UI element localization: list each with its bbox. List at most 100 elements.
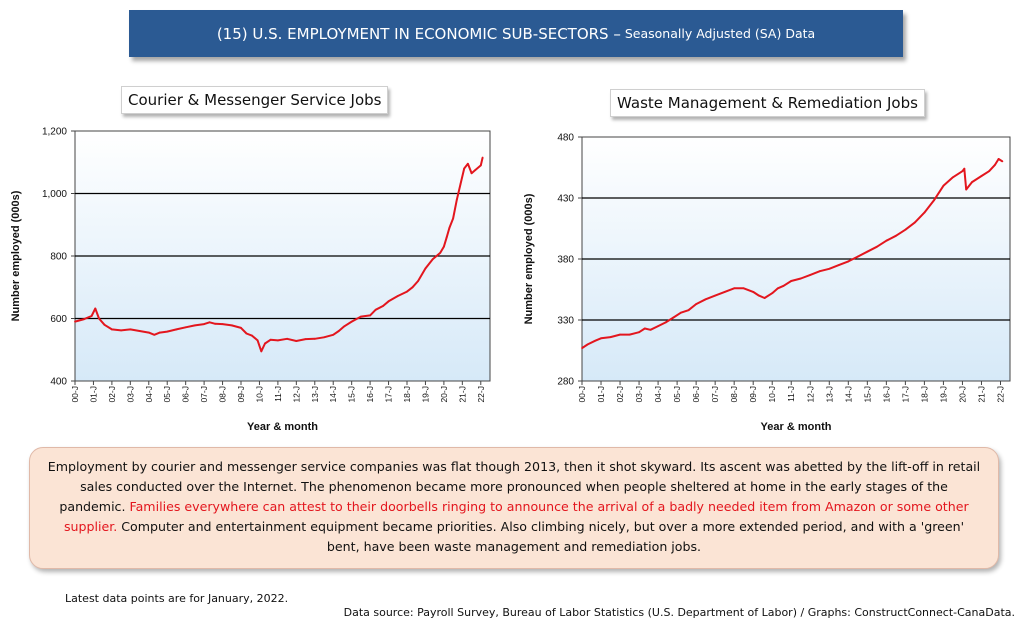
x-tick-label: 22-J: [476, 386, 486, 403]
data-point: [313, 337, 316, 340]
y-tick-label: 1,200: [42, 127, 67, 138]
data-point: [742, 287, 745, 290]
data-point: [752, 291, 755, 293]
x-tick-label: 15-J: [862, 386, 872, 403]
x-tick-label: 21-J: [457, 386, 467, 403]
x-tick-label: 19-J: [420, 386, 430, 403]
y-tick-label: 430: [557, 194, 574, 205]
x-axis-label: Year & month: [761, 421, 832, 433]
x-tick-label: 07-J: [199, 386, 209, 403]
data-point: [276, 339, 279, 342]
x-tick-label: 20-J: [957, 386, 967, 403]
x-tick-label: 04-J: [144, 386, 154, 403]
data-point: [221, 323, 224, 326]
data-point: [208, 321, 211, 324]
note-text-b: Computer and entertainment equipment bec…: [117, 519, 965, 554]
data-point: [374, 308, 377, 311]
data-point: [963, 167, 966, 170]
waste-chart: 280 330 380 430 480 00-J 01-J 02-J 03-J 04-J 05-J 0…: [523, 133, 1011, 433]
y-axis-label: Number employed (000s): [10, 190, 22, 321]
x-tick-label: 03-J: [634, 386, 644, 403]
title-banner: (15) U.S. EMPLOYMENT IN ECONOMIC SUB-SEC…: [129, 10, 903, 57]
x-tick-label: 06-J: [691, 386, 701, 403]
data-point: [988, 170, 990, 173]
x-tick-label: 05-J: [162, 386, 172, 403]
data-point: [448, 226, 451, 229]
data-point: [295, 340, 298, 342]
data-point: [799, 277, 802, 280]
data-point: [260, 350, 263, 353]
data-point: [714, 294, 717, 297]
data-point: [455, 198, 458, 201]
y-tick-label: 380: [557, 255, 574, 266]
data-point: [971, 181, 973, 184]
data-point: [417, 280, 419, 282]
data-point: [203, 323, 206, 326]
data-point: [110, 328, 113, 331]
data-point: [758, 294, 760, 297]
data-point: [933, 199, 935, 202]
data-point: [643, 327, 646, 330]
data-point: [230, 324, 233, 327]
x-tick-label: 09-J: [236, 386, 246, 403]
data-point: [83, 318, 86, 321]
data-point: [837, 264, 840, 266]
data-point: [406, 290, 408, 293]
data-point: [885, 239, 888, 242]
data-point: [286, 337, 289, 340]
x-tick-label: 12-J: [291, 386, 301, 403]
x-tick-label: 13-J: [310, 386, 320, 403]
x-tick-label: 10-J: [767, 386, 777, 403]
data-point: [304, 338, 307, 341]
x-tick-label: 12-J: [805, 386, 815, 403]
x-axis-label: Year & month: [247, 421, 318, 433]
data-point: [649, 328, 652, 331]
data-point: [965, 188, 968, 191]
data-point: [923, 211, 926, 214]
y-tick-label: 600: [50, 314, 67, 325]
data-point: [680, 311, 682, 314]
data-point: [856, 255, 859, 258]
courier-chart: 400 600 800 1,000 1,200 00-J 01-J 02-J 03-J 04-J 0…: [10, 127, 491, 433]
x-tick-label: 06-J: [181, 386, 191, 403]
data-point: [459, 183, 462, 186]
data-point: [723, 291, 726, 293]
x-tick-label: 13-J: [824, 386, 834, 403]
data-point: [153, 333, 156, 336]
data-point: [323, 336, 325, 339]
page-title: (15) U.S. EMPLOYMENT IN ECONOMIC SUB-SEC…: [216, 24, 621, 43]
y-tick-label: 800: [50, 252, 67, 263]
x-tick-label: 18-J: [402, 386, 412, 403]
data-point: [445, 236, 448, 239]
data-point: [120, 329, 123, 332]
data-point: [818, 270, 821, 273]
x-tick-label: 08-J: [218, 386, 228, 403]
x-tick-label: 00-J: [70, 386, 80, 403]
data-point: [332, 333, 335, 336]
x-tick-label: 14-J: [843, 386, 853, 403]
data-point: [470, 172, 473, 175]
data-point: [245, 332, 248, 335]
y-axis-label: Number employed (000s): [523, 193, 535, 324]
data-point: [103, 323, 106, 326]
data-point: [952, 176, 954, 179]
data-point: [733, 287, 736, 290]
data-point: [90, 315, 93, 317]
data-point: [594, 339, 597, 342]
data-point: [619, 333, 621, 336]
data-point: [809, 273, 812, 276]
data-point: [138, 330, 141, 332]
latest-data-note: Latest data points are for January, 2022…: [65, 592, 289, 605]
x-tick-label: 00-J: [577, 386, 587, 403]
note-text-a: Employment by courier and messenger serv…: [47, 459, 981, 514]
x-tick-label: 08-J: [729, 386, 739, 403]
x-tick-label: 18-J: [919, 386, 929, 403]
data-point: [481, 156, 484, 159]
data-point: [359, 315, 362, 318]
x-tick-label: 04-J: [653, 386, 663, 403]
x-tick-label: 02-J: [107, 386, 117, 403]
commentary-note: Employment by courier and messenger serv…: [29, 447, 999, 569]
x-tick-label: 20-J: [439, 386, 449, 403]
x-tick-label: 19-J: [938, 386, 948, 403]
x-tick-label: 07-J: [710, 386, 720, 403]
